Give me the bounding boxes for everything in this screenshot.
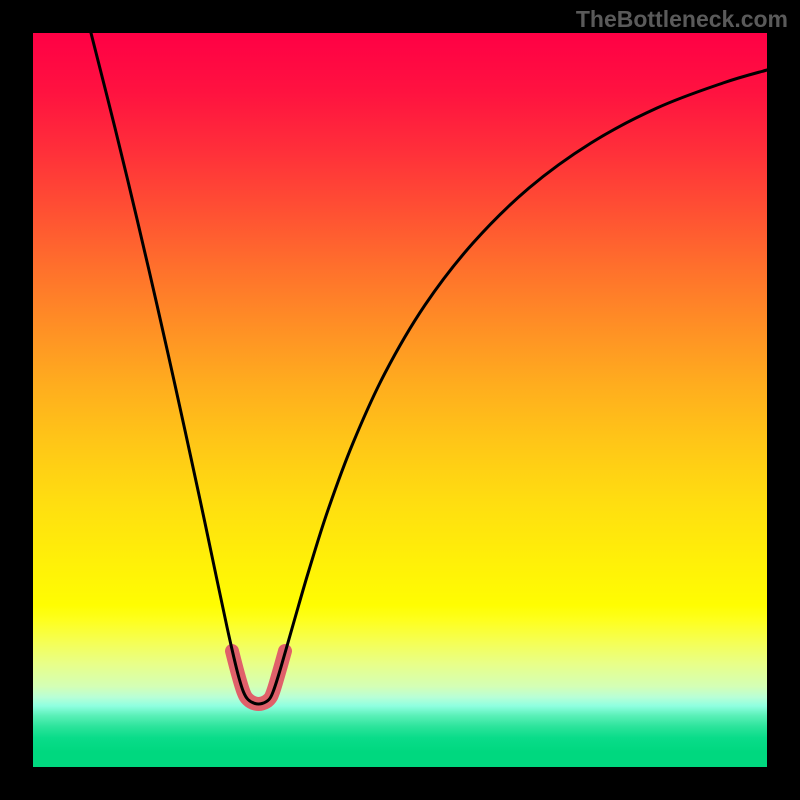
chart-background-gradient <box>33 33 767 767</box>
watermark-text: TheBottleneck.com <box>576 6 788 33</box>
chart-plot-area <box>33 33 767 767</box>
